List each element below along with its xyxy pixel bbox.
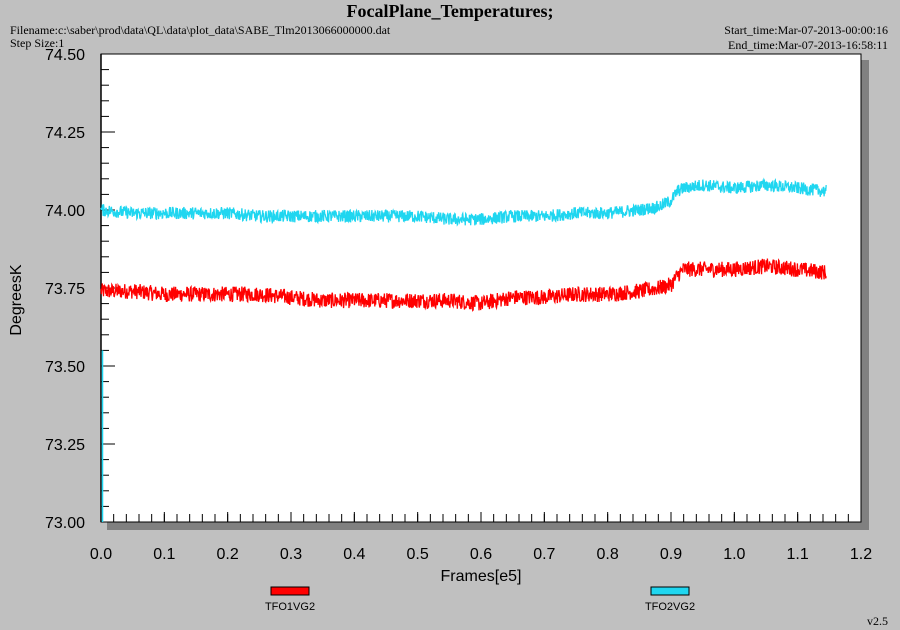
y-tick-label: 74.00 xyxy=(45,203,85,220)
end-time-label: End_time:Mar-07-2013-16:58:11 xyxy=(728,38,888,52)
legend-label: TFO1VG2 xyxy=(265,601,315,613)
y-tick-label: 74.50 xyxy=(45,47,85,64)
legend-swatch xyxy=(650,586,690,596)
series-line-tfo2vg2 xyxy=(100,177,827,227)
chart-title: FocalPlane_Temperatures; xyxy=(346,1,554,21)
y-tick-label: 73.00 xyxy=(45,515,85,532)
plot-area xyxy=(100,53,862,523)
x-tick-label: 0.4 xyxy=(343,546,365,563)
version-label: v2.5 xyxy=(867,614,888,628)
x-tick-label: 0.5 xyxy=(407,546,429,563)
series-line-tfo1vg2 xyxy=(100,258,827,312)
legend-swatch xyxy=(270,586,310,596)
filename-label: Filename:c:\saber\prod\data\QL\data\plot… xyxy=(10,23,391,37)
step-size-label: Step Size:1 xyxy=(10,36,65,50)
y-axis-label: DegreesK xyxy=(8,264,25,335)
y-tick-label: 73.25 xyxy=(45,437,85,454)
x-axis-label: Frames[e5] xyxy=(441,568,522,585)
x-tick-label: 1.0 xyxy=(723,546,745,563)
legend-label: TFO2VG2 xyxy=(645,601,695,613)
x-tick-label: 0.3 xyxy=(280,546,302,563)
x-tick-label: 0.7 xyxy=(533,546,555,563)
x-tick-label: 1.1 xyxy=(787,546,809,563)
x-tick-label: 0.8 xyxy=(597,546,619,563)
start-time-label: Start_time:Mar-07-2013-00:00:16 xyxy=(724,23,888,37)
y-tick-label: 73.50 xyxy=(45,359,85,376)
x-tick-label: 0.1 xyxy=(153,546,175,563)
x-tick-label: 1.2 xyxy=(850,546,872,563)
x-tick-label: 0.9 xyxy=(660,546,682,563)
x-tick-label: 0.6 xyxy=(470,546,492,563)
x-tick-label: 0.0 xyxy=(90,546,112,563)
y-tick-label: 74.25 xyxy=(45,125,85,142)
x-tick-label: 0.2 xyxy=(217,546,239,563)
y-tick-label: 73.75 xyxy=(45,281,85,298)
